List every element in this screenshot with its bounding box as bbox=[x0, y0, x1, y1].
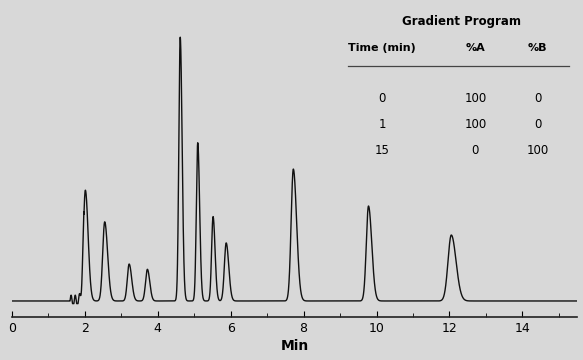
X-axis label: Min: Min bbox=[280, 339, 308, 353]
Text: 0: 0 bbox=[534, 92, 541, 105]
Text: %B: %B bbox=[528, 43, 547, 53]
Text: 0: 0 bbox=[472, 144, 479, 157]
Text: 1: 1 bbox=[378, 118, 386, 131]
Text: Gradient Program: Gradient Program bbox=[402, 15, 521, 28]
Text: Time (min): Time (min) bbox=[348, 43, 416, 53]
Text: %A: %A bbox=[465, 43, 485, 53]
Text: 100: 100 bbox=[526, 144, 549, 157]
Text: 0: 0 bbox=[378, 92, 386, 105]
Text: 100: 100 bbox=[464, 118, 486, 131]
Text: 15: 15 bbox=[375, 144, 389, 157]
Text: 100: 100 bbox=[464, 92, 486, 105]
Text: 0: 0 bbox=[534, 118, 541, 131]
